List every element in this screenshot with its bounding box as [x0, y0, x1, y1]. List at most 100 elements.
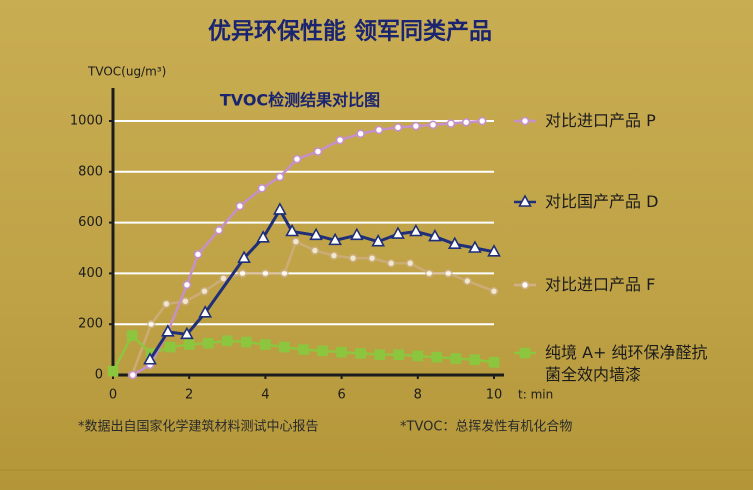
- marker: [411, 121, 421, 131]
- marker: [107, 365, 119, 377]
- marker: [275, 172, 285, 182]
- marker: [235, 201, 245, 211]
- marker: [328, 232, 342, 246]
- note: *TVOC：总挥发性有机化合物: [400, 419, 572, 435]
- y-tick-label: 200: [78, 317, 103, 332]
- marker: [367, 253, 377, 263]
- y-tick-label: 0: [95, 368, 103, 383]
- marker: [298, 344, 309, 355]
- marker: [488, 356, 500, 368]
- marker: [180, 326, 194, 340]
- marker: [355, 348, 366, 359]
- y-axis-label: TVOC(ug/m³): [87, 65, 166, 79]
- marker: [349, 227, 364, 241]
- marker: [386, 258, 396, 268]
- marker: [469, 354, 481, 366]
- marker: [412, 350, 424, 362]
- marker: [446, 119, 456, 128]
- marker: [393, 349, 405, 360]
- legend-label: 对比进口产品 F: [545, 275, 656, 294]
- marker: [310, 246, 320, 255]
- marker: [198, 305, 213, 318]
- marker: [468, 240, 482, 253]
- marker: [348, 253, 358, 263]
- marker: [520, 116, 530, 126]
- marker: [214, 225, 224, 235]
- x-axis-label: t: min: [518, 388, 553, 402]
- marker: [477, 116, 487, 126]
- marker: [489, 286, 499, 296]
- marker: [126, 330, 138, 341]
- y-tick-label: 1000: [70, 114, 103, 129]
- marker: [393, 123, 403, 132]
- chart-subtitle: TVOC检测结果对比图: [220, 91, 380, 110]
- marker: [335, 135, 345, 145]
- marker: [329, 251, 339, 260]
- marker: [279, 341, 290, 353]
- marker: [202, 337, 214, 349]
- marker: [292, 154, 302, 164]
- note: *数据出自国家化学建筑材料测试中心报告: [78, 419, 319, 435]
- marker: [161, 324, 175, 337]
- x-tick-label: 8: [414, 388, 422, 403]
- marker: [193, 250, 203, 259]
- marker: [200, 286, 209, 296]
- marker: [181, 297, 190, 306]
- series: [143, 202, 501, 365]
- marker: [336, 346, 347, 358]
- marker: [183, 339, 195, 350]
- marker: [520, 280, 530, 290]
- y-tick-label: 600: [78, 215, 103, 230]
- marker: [374, 125, 384, 135]
- marker: [285, 223, 299, 237]
- marker: [260, 339, 271, 350]
- marker: [443, 269, 453, 278]
- marker: [487, 244, 501, 257]
- marker: [309, 227, 323, 241]
- marker: [519, 347, 531, 359]
- y-tick-label: 800: [78, 164, 103, 179]
- x-tick-label: 6: [337, 388, 345, 403]
- marker: [447, 236, 462, 249]
- marker: [424, 269, 434, 278]
- marker: [463, 276, 472, 286]
- marker: [291, 237, 301, 246]
- legend-label: 对比国产产品 D: [545, 192, 659, 211]
- marker: [280, 269, 289, 278]
- line: [148, 206, 495, 361]
- marker: [261, 269, 270, 278]
- marker: [162, 299, 171, 309]
- marker: [371, 233, 386, 247]
- marker: [428, 228, 442, 242]
- legend-label: 纯境 A+ 纯环保净醛抗菌全效内墙漆: [545, 343, 708, 384]
- y-tick-label: 400: [78, 266, 103, 281]
- marker: [222, 335, 233, 347]
- marker: [313, 147, 323, 156]
- marker: [237, 250, 251, 263]
- marker: [164, 341, 176, 353]
- chart-title: 优异环保性能 领军同类产品: [208, 18, 492, 45]
- x-tick-label: 4: [261, 388, 269, 403]
- marker: [257, 184, 267, 193]
- series: [107, 330, 500, 377]
- marker: [128, 370, 138, 380]
- marker: [273, 202, 287, 215]
- marker: [450, 353, 462, 364]
- marker: [428, 120, 438, 130]
- marker: [374, 349, 386, 360]
- x-tick-label: 10: [486, 388, 503, 403]
- marker: [409, 223, 423, 237]
- marker: [146, 319, 156, 329]
- marker: [405, 258, 415, 268]
- marker: [356, 129, 365, 138]
- x-tick-label: 0: [109, 388, 117, 403]
- marker: [143, 352, 157, 365]
- marker: [461, 117, 471, 127]
- legend-label: 对比进口产品 P: [545, 111, 656, 130]
- marker: [238, 269, 247, 278]
- marker: [317, 345, 328, 357]
- marker: [241, 336, 252, 348]
- series: [128, 116, 487, 380]
- marker: [518, 194, 532, 207]
